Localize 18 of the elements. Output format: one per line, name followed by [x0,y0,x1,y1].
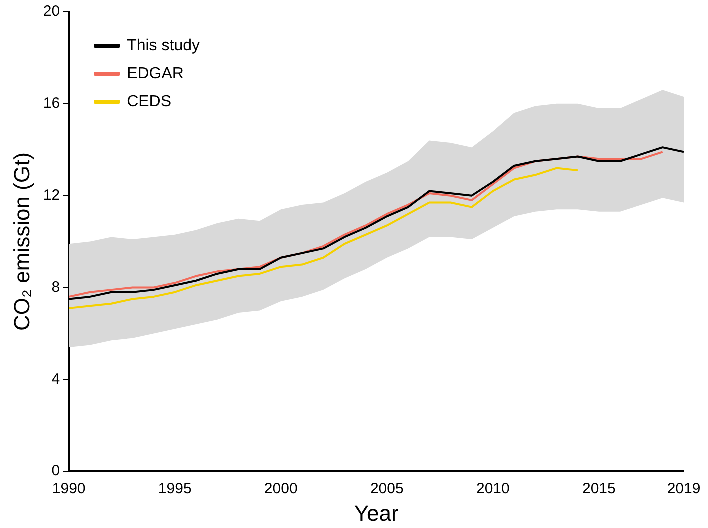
x-tick-label: 1990 [52,480,86,498]
y-tick-label: 12 [43,186,60,204]
y-tick-label: 4 [52,370,60,388]
legend-label: This study [127,37,200,54]
x-tick-label: 2000 [264,480,298,498]
x-tick-label: 2015 [582,480,616,498]
y-tick-label: 0 [52,462,60,480]
x-tick-label: 2019 [667,480,701,498]
y-axis-title: CO₂ emission (Gt) [9,152,34,332]
x-tick-label: 1995 [158,480,192,498]
legend-label: CEDS [127,93,172,110]
x-tick-label: 2005 [370,480,404,498]
y-tick-label: 16 [43,95,60,112]
x-tick-label: 2010 [476,480,510,498]
y-tick-label: 8 [52,278,60,296]
x-axis-title: Year [354,500,399,526]
legend-label: EDGAR [127,65,184,82]
y-tick-label: 20 [43,3,60,20]
